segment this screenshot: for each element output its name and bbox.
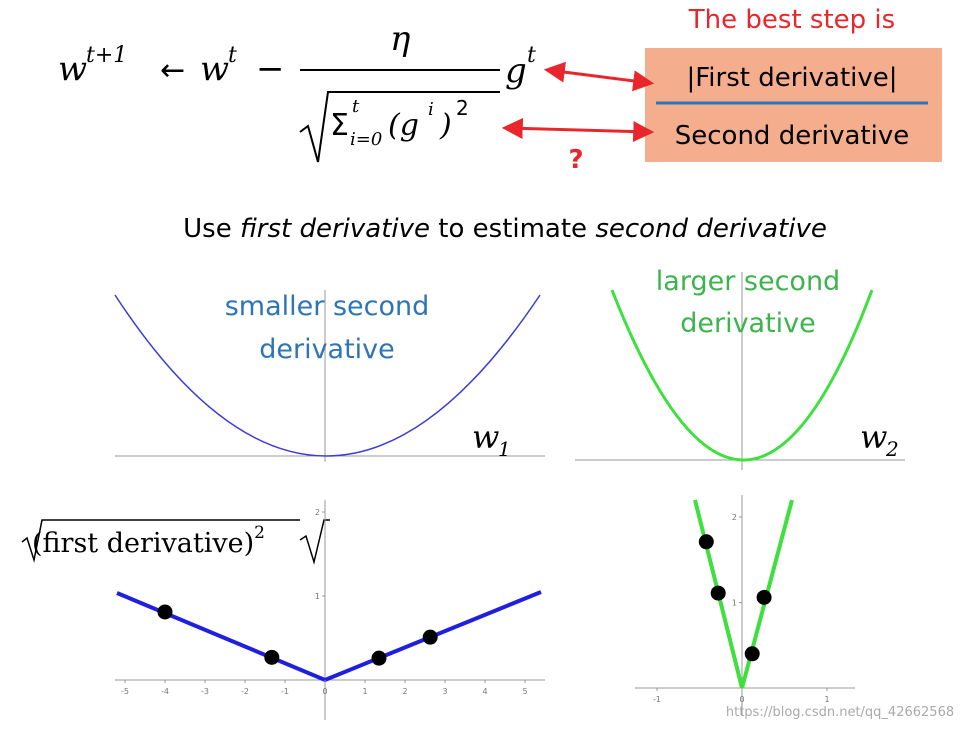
sqrt-sign [299, 91, 500, 163]
var: w [472, 418, 499, 456]
x-tick-label: 3 [442, 687, 447, 696]
formula: w t+1 ← w t − η Σ t i=0 (g i ) 2 g t [58, 19, 536, 163]
point [157, 604, 173, 620]
sqrt-sign [21, 519, 300, 563]
curve [114, 294, 541, 457]
formula-text: ) [439, 108, 452, 143]
subtitle-part: second derivative [595, 214, 827, 244]
var: 2 [885, 437, 899, 461]
formula-text: t [352, 96, 360, 117]
y-tick-label: 2 [315, 508, 320, 517]
point [698, 534, 714, 550]
box [645, 48, 942, 162]
x-tick-label: 0 [322, 687, 327, 696]
x-tick-label: 2 [402, 687, 407, 696]
formula-text: Σ [330, 108, 349, 143]
formula-text: t [527, 43, 536, 68]
formula-text: − [256, 49, 285, 89]
y-tick-label: 1 [732, 599, 737, 608]
arrow [543, 61, 655, 92]
box-denominator: Second derivative [675, 121, 909, 151]
box-title: The best step is [688, 5, 895, 35]
formula-text: i [428, 99, 434, 120]
label: smaller second [225, 291, 430, 322]
x-tick-label: -3 [201, 687, 209, 696]
formula-text: ← [160, 53, 185, 88]
point [756, 589, 772, 605]
subtitle-part: Use [183, 214, 232, 244]
x-tick-label: -5 [121, 687, 129, 696]
x-tick-label: 0 [739, 695, 744, 704]
sqrt-sign [299, 519, 330, 565]
plot-label-part: 2 [254, 523, 265, 543]
x-tick-label: -1 [281, 687, 289, 696]
subtitle-part: first derivative [240, 214, 430, 244]
formula-text: η [390, 19, 411, 59]
watermark: https://blog.csdn.net/qq_42662568 [726, 705, 954, 720]
label: derivative [680, 308, 816, 339]
subtitle: Use first derivative to estimate second … [183, 214, 827, 244]
var: 1 [498, 437, 511, 461]
plot-label-part: (first derivative) [32, 528, 254, 559]
point [264, 649, 280, 665]
var: w [860, 418, 887, 456]
label: larger second [656, 266, 840, 297]
formula-text: w [200, 49, 229, 89]
y-tick-label: 2 [732, 513, 737, 522]
curve [116, 590, 542, 683]
y-tick-label: 1 [315, 592, 320, 601]
formula-text: w [58, 49, 87, 89]
top-right-plot: larger second derivative w 2 [575, 266, 905, 470]
formula-text: t [228, 43, 237, 68]
formula-text: g [505, 51, 527, 91]
point [744, 646, 760, 662]
x-tick-label: 1 [824, 695, 829, 704]
x-tick-label: -1 [653, 695, 661, 704]
plot-label: (first derivative)2 [32, 523, 265, 559]
x-tick-label: 5 [522, 687, 527, 696]
arrow [501, 117, 655, 143]
formula-text: t+1 [86, 43, 127, 68]
point [422, 629, 438, 645]
formula-text: (g [388, 108, 419, 143]
point [710, 585, 726, 601]
formula-text: i=0 [350, 129, 382, 150]
point [371, 650, 387, 666]
top-left-plot: smaller second derivative w 1 [114, 290, 545, 462]
question-mark: ? [568, 145, 583, 175]
label: derivative [259, 334, 395, 365]
formula-text: 2 [456, 96, 469, 120]
curve [693, 499, 794, 689]
box-numerator: |First derivative| [686, 63, 897, 93]
subtitle-part: to estimate [438, 214, 587, 244]
curve [610, 289, 874, 462]
x-tick-label: 4 [482, 687, 487, 696]
x-tick-label: 1 [362, 687, 367, 696]
x-tick-label: -2 [241, 687, 249, 696]
x-tick-label: -4 [161, 687, 169, 696]
